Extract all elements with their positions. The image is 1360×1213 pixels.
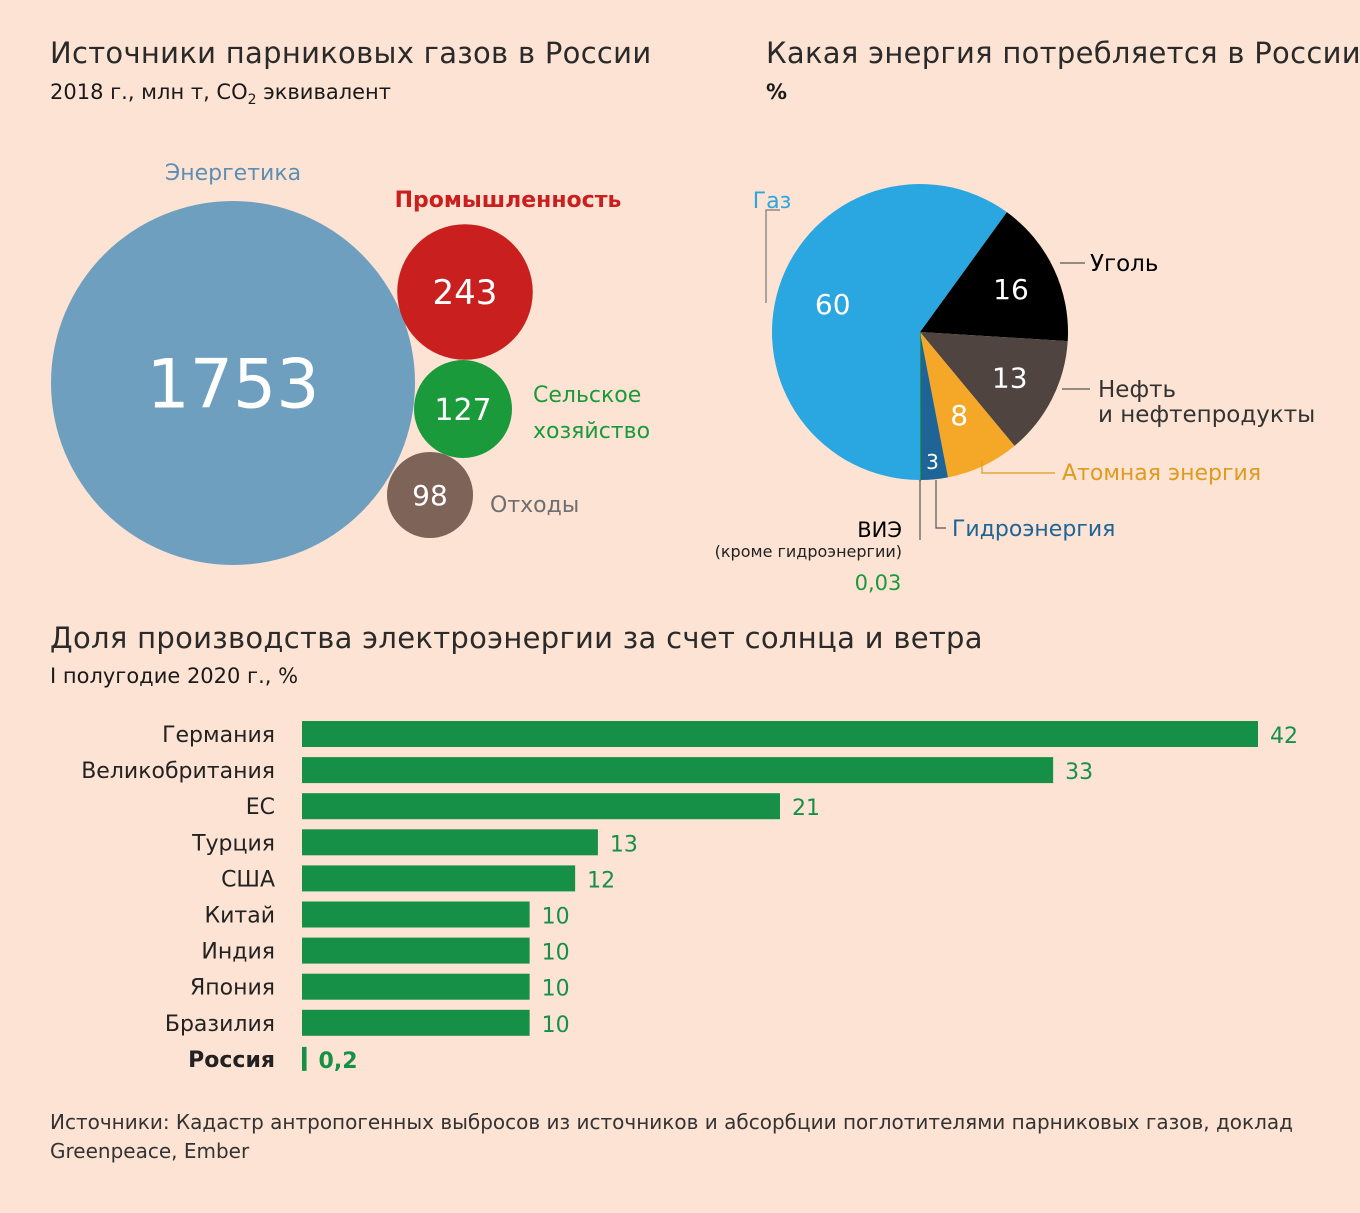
- pie-value-label: 60: [815, 288, 851, 321]
- pie-slice-1: [920, 212, 1068, 342]
- pie-slice-4: [920, 332, 948, 480]
- bar: [302, 793, 780, 820]
- pie-category-note: (кроме гидроэнергии): [715, 542, 902, 561]
- bar-category-label: ЕС: [246, 795, 275, 820]
- bar-category-label: Бразилия: [165, 1012, 275, 1037]
- pie-category-label: Нефть: [1098, 377, 1176, 403]
- bubble-category-label: Энергетика: [165, 161, 301, 186]
- bar: [302, 757, 1054, 784]
- pie-slice-2: [920, 332, 1068, 446]
- leader-line: [935, 480, 946, 529]
- pie-slice-0: [771, 184, 1007, 481]
- bar-category-label: Германия: [162, 723, 275, 748]
- bubble-chart: 1753 Энергетика 243 Промышленность 127 Сельск…: [51, 161, 650, 565]
- leader-line: [765, 209, 780, 303]
- bubble-value-label: 1753: [146, 345, 319, 424]
- pie-chart-title: Какая энергия потребляется в России: [766, 36, 1360, 70]
- bar: [302, 901, 530, 928]
- pie-value-label: 16: [993, 273, 1029, 306]
- bubble-value-label: 127: [434, 393, 491, 428]
- bubble-category-label: Промышленность: [395, 188, 622, 213]
- bubble-category-label: хозяйство: [533, 419, 650, 444]
- bar: [302, 937, 530, 964]
- bubble-chart-title: Источники парниковых газов в России: [50, 36, 652, 70]
- pie-slice-3: [920, 332, 1015, 478]
- bar-category-label: Великобритания: [81, 759, 275, 784]
- bar-category-label: Индия: [201, 940, 275, 965]
- pie-chart-subtitle: %: [766, 80, 788, 104]
- bubble-1: [397, 224, 533, 360]
- bar-value-label: 10: [542, 905, 570, 930]
- bar-category-label: Россия: [188, 1048, 275, 1073]
- bubble-3: [386, 451, 474, 539]
- bar-value-label: 42: [1270, 724, 1298, 749]
- bubble-value-label: 98: [412, 479, 448, 512]
- bar-chart-subtitle: I полугодие 2020 г., %: [50, 664, 299, 688]
- bar-value-label: 21: [792, 796, 820, 821]
- bar: [302, 1009, 530, 1036]
- bar-chart: Германия 42 Великобритания 33 ЕС 21 Турция 13 СШ…: [81, 721, 1298, 1074]
- bubble-0: [51, 201, 415, 565]
- pie-category-label: Гидроэнергия: [952, 517, 1115, 542]
- subtitle-tail: эквивалент: [256, 80, 392, 104]
- bar-value-label: 10: [542, 941, 570, 966]
- bubble-category-label: Сельское: [533, 383, 641, 408]
- bar-value-label: 13: [610, 832, 638, 857]
- subtitle-subscript: 2: [247, 92, 257, 109]
- bar: [302, 1046, 307, 1071]
- pie-category-label: и нефтепродукты: [1098, 402, 1315, 428]
- bubble-category-label: Отходы: [490, 493, 579, 518]
- bar-value-label: 10: [542, 1013, 570, 1038]
- bar-value-label: 0,2: [319, 1049, 358, 1074]
- bubble-2: [414, 360, 512, 458]
- bar: [302, 829, 598, 856]
- bar-value-label: 10: [542, 977, 570, 1002]
- pie-category-label: ВИЭ: [857, 518, 902, 542]
- bubble-chart-subtitle: 2018 г., млн т, CO2 эквивалент: [50, 80, 391, 108]
- bar-category-label: Турция: [191, 831, 275, 856]
- bar-category-label: Япония: [190, 976, 275, 1001]
- bar-chart-title: Доля производства электроэнергии за счет…: [50, 621, 983, 655]
- pie-value-label: 13: [992, 362, 1028, 395]
- pie-category-label: Газ: [753, 189, 792, 214]
- bar-category-label: США: [221, 867, 275, 892]
- pie-value-label: 3: [926, 450, 939, 474]
- source-note: Источники: Кадастр антропогенных выбросо…: [50, 1110, 1293, 1163]
- bar-value-label: 12: [587, 868, 615, 893]
- subtitle-text: 2018 г., млн т, CO: [50, 80, 248, 104]
- bubble-value-label: 243: [433, 273, 498, 313]
- bar-value-label: 33: [1065, 760, 1093, 785]
- bar-category-label: Китай: [204, 904, 275, 929]
- pie-category-label: Атомная энергия: [1062, 461, 1261, 486]
- bar: [302, 721, 1258, 747]
- pie-value-label: 8: [950, 399, 968, 432]
- bar: [302, 865, 576, 892]
- leader-line: [981, 460, 1055, 474]
- pie-value-label: 0,03: [855, 571, 902, 595]
- bar: [302, 973, 530, 1000]
- pie-category-label: Уголь: [1090, 251, 1158, 277]
